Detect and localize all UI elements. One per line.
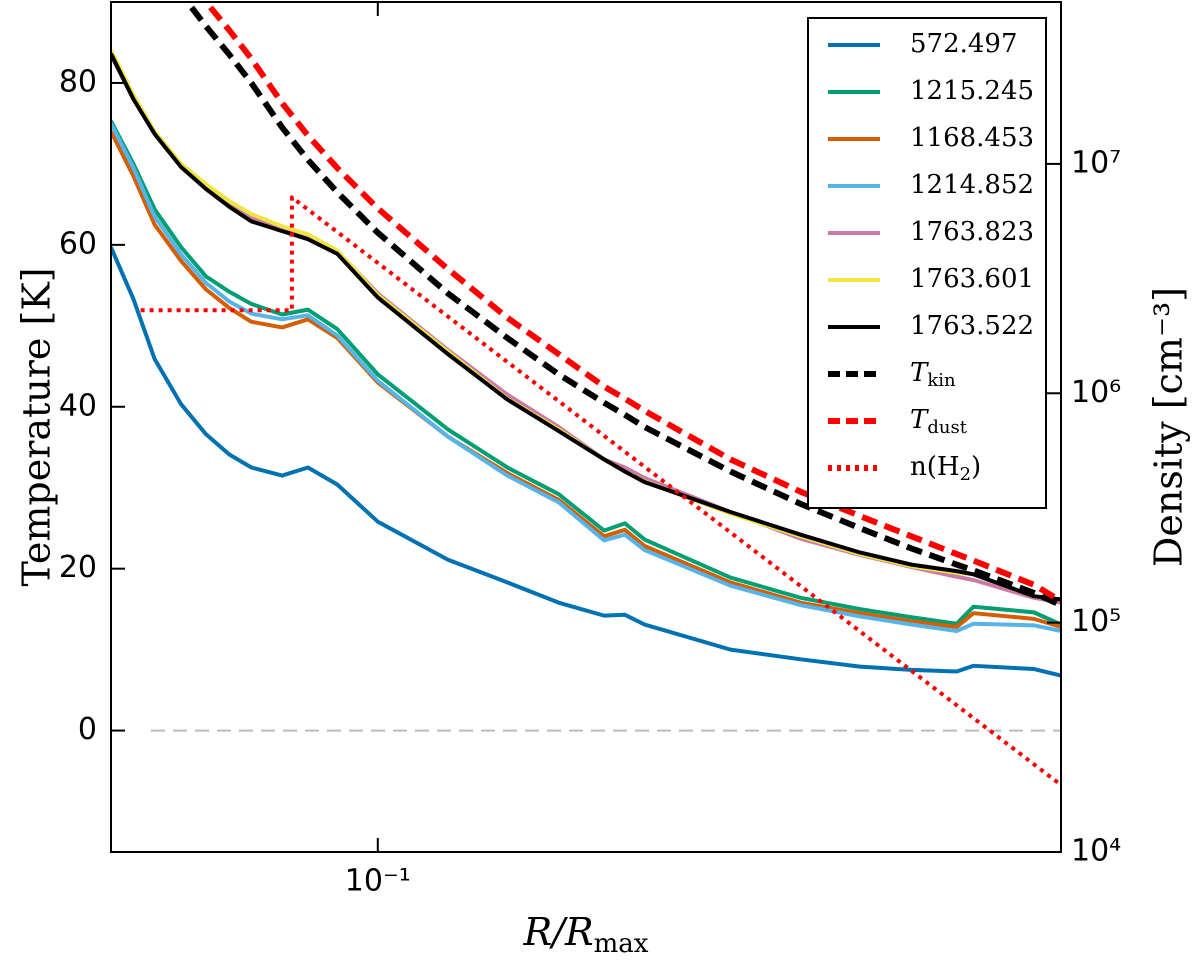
x-axis-label-sub: max bbox=[594, 929, 649, 959]
legend-label: 1763.522 bbox=[910, 311, 1034, 341]
legend-label-name: 572.497 bbox=[910, 29, 1018, 59]
legend-label: 572.497 bbox=[910, 29, 1018, 59]
y-tick-label: 20 bbox=[59, 550, 97, 585]
x-tick-label: 10⁻¹ bbox=[345, 864, 411, 899]
y2-tick-label: 10⁶ bbox=[1071, 375, 1121, 410]
legend-label-sub: kin bbox=[927, 370, 956, 391]
y-tick-label: 60 bbox=[59, 226, 97, 261]
series-line bbox=[111, 52, 1061, 602]
legend: 572.497 1215.245 1168.453 1214.852 1763.823 1… bbox=[807, 17, 1047, 509]
series-line bbox=[111, 130, 1061, 629]
legend-label-name: 1215.245 bbox=[910, 76, 1034, 106]
x-axis-label-main: R/R bbox=[523, 910, 594, 954]
legend-label-name: T bbox=[910, 405, 929, 435]
legend-label-name: 1763.823 bbox=[910, 217, 1034, 247]
y2-axis-label: Density [cm⁻³] bbox=[1147, 287, 1191, 567]
legend-label-name: T bbox=[910, 358, 929, 388]
legend-label-sub: dust bbox=[927, 417, 967, 438]
y-axis-label: Temperature [K] bbox=[15, 267, 59, 586]
legend-label: 1215.245 bbox=[910, 76, 1034, 106]
legend-label-name: n(H bbox=[910, 452, 960, 482]
y-tick-label: 80 bbox=[59, 64, 97, 99]
legend-label-suffix: ) bbox=[971, 452, 981, 482]
legend-label: 1214.852 bbox=[910, 170, 1034, 200]
legend-label-sub: 2 bbox=[960, 464, 971, 485]
legend-label: 1763.823 bbox=[910, 217, 1034, 247]
series-line bbox=[111, 246, 1061, 678]
legend-label-name: 1168.453 bbox=[910, 123, 1034, 153]
y-tick-label: 40 bbox=[59, 388, 97, 423]
series-line bbox=[111, 122, 1061, 633]
series-line bbox=[111, 120, 1061, 627]
x-axis-label: R/Rmax bbox=[523, 910, 649, 960]
axes-frame bbox=[110, 1, 1062, 853]
y2-tick-label: 10⁴ bbox=[1071, 834, 1121, 869]
legend-label: Tdust bbox=[910, 405, 968, 438]
series-line bbox=[140, 195, 1061, 787]
y-tick-label: 0 bbox=[78, 712, 97, 747]
series-line bbox=[202, 2, 1061, 604]
legend-label: 1763.601 bbox=[910, 264, 1034, 294]
y2-tick-label: 10⁷ bbox=[1071, 145, 1121, 180]
legend-box bbox=[807, 17, 1047, 509]
legend-label-name: 1214.852 bbox=[910, 170, 1034, 200]
legend-label: n(H2) bbox=[910, 452, 981, 485]
plot-area bbox=[111, 2, 1061, 787]
legend-label: 1168.453 bbox=[910, 123, 1034, 153]
legend-label: Tkin bbox=[910, 358, 956, 391]
y2-tick-label: 10⁵ bbox=[1071, 604, 1121, 639]
legend-label-name: 1763.522 bbox=[910, 311, 1034, 341]
legend-label-name: 1763.601 bbox=[910, 264, 1034, 294]
series-line bbox=[183, 2, 1061, 608]
